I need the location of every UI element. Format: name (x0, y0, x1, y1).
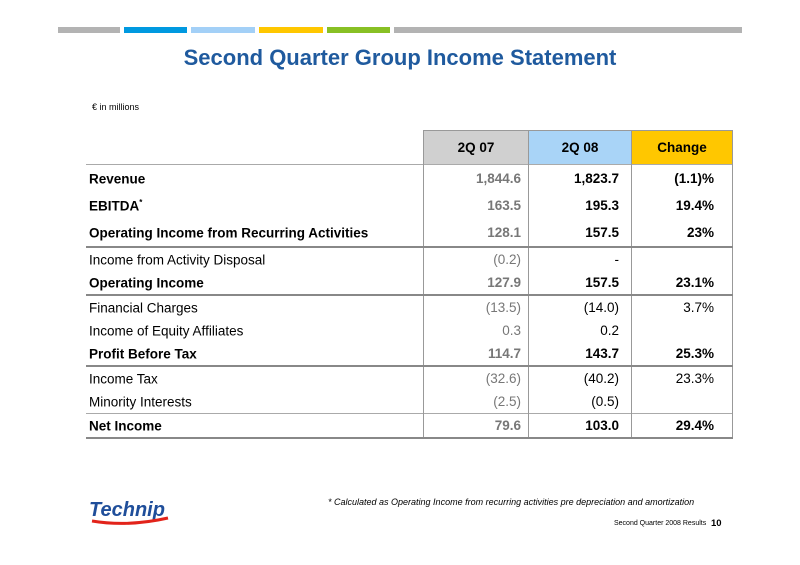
value-change: 3.7% (631, 294, 733, 319)
footer-text: Second Quarter 2008 Results (614, 520, 707, 527)
value-2q08: (14.0) (528, 294, 632, 319)
header-2q07: 2Q 07 (423, 130, 529, 165)
header-blank (86, 131, 424, 165)
value-2q08: 195.3 (528, 192, 632, 219)
value-2q08: 1,823.7 (528, 164, 632, 192)
value-change: 25.3% (631, 342, 733, 366)
footnote: * Calculated as Operating Income from re… (328, 497, 695, 507)
value-change (631, 319, 733, 342)
color-bar-segment (394, 27, 742, 33)
value-change: 23% (631, 219, 733, 247)
color-bar-segment (124, 27, 187, 33)
value-2q07: 0.3 (423, 319, 529, 342)
table-row: Minority Interests (2.5) (0.5) (86, 390, 733, 414)
value-change (631, 390, 733, 414)
table-header-row: 2Q 07 2Q 08 Change (86, 130, 733, 165)
value-2q08: 157.5 (528, 219, 632, 247)
table-row: Income Tax (32.6) (40.2) 23.3% (86, 365, 733, 390)
value-2q08: (40.2) (528, 365, 632, 390)
table-row: Profit Before Tax 114.7 143.7 25.3% (86, 342, 733, 366)
row-label: Net Income (86, 413, 424, 439)
row-label: Profit Before Tax (89, 346, 197, 362)
value-2q07: (2.5) (423, 390, 529, 414)
income-statement-table: 2Q 07 2Q 08 Change Revenue 1,844.6 1,823… (86, 130, 733, 439)
value-2q08: - (528, 246, 632, 271)
row-label: Operating Income (89, 275, 204, 291)
page-number: 10 (711, 518, 722, 529)
table-row: EBITDA* 163.5 195.3 19.4% (86, 192, 733, 219)
row-label: Revenue (86, 164, 424, 192)
row-label: Income from Activity Disposal (86, 246, 424, 271)
row-label: Income of Equity Affiliates (89, 323, 244, 339)
table-row: Operating Income from Recurring Activiti… (86, 219, 733, 247)
row-label: Financial Charges (86, 294, 424, 319)
value-change: 23.1% (631, 271, 733, 295)
value-2q07: 114.7 (423, 342, 529, 366)
value-2q08: 143.7 (528, 342, 632, 366)
color-bar-segment (58, 27, 120, 33)
value-2q08: 103.0 (528, 413, 632, 439)
value-2q08: 157.5 (528, 271, 632, 295)
technip-logo: Technip (88, 494, 172, 533)
logo-swoosh (91, 516, 169, 525)
table-row: Operating Income 127.9 157.5 23.1% (86, 271, 733, 295)
value-2q07: (0.2) (423, 246, 529, 271)
header-2q08: 2Q 08 (528, 130, 632, 165)
table-row: Revenue 1,844.6 1,823.7 (1.1)% (86, 164, 733, 192)
row-label: EBITDA* (89, 197, 143, 214)
color-bar (58, 27, 742, 33)
value-2q08: 0.2 (528, 319, 632, 342)
page-title: Second Quarter Group Income Statement (183, 45, 617, 70)
value-2q08: (0.5) (528, 390, 632, 414)
value-2q07: (32.6) (423, 365, 529, 390)
value-2q07: 1,844.6 (423, 164, 529, 192)
value-change: 23.3% (631, 365, 733, 390)
value-change (631, 246, 733, 271)
value-2q07: (13.5) (423, 294, 529, 319)
technip-logo-graphic: Technip (89, 499, 169, 525)
value-2q07: 127.9 (423, 271, 529, 295)
row-label: Operating Income from Recurring Activiti… (89, 225, 369, 241)
table-row: Financial Charges (13.5) (14.0) 3.7% (86, 294, 733, 319)
row-label: Income Tax (86, 365, 424, 390)
table-row: Income of Equity Affiliates 0.3 0.2 (86, 319, 733, 342)
table-row: Net Income 79.6 103.0 29.4% (86, 413, 733, 439)
units-label: € in millions (92, 102, 140, 112)
technip-logo-text: Technip (89, 499, 165, 521)
value-change: (1.1)% (631, 164, 733, 192)
color-bar-segment (327, 27, 390, 33)
header-change: Change (631, 130, 733, 165)
value-2q07: 128.1 (423, 219, 529, 247)
color-bar-segment (259, 27, 323, 33)
table-row: Income from Activity Disposal (0.2) - (86, 246, 733, 271)
value-2q07: 79.6 (423, 413, 529, 439)
value-change: 29.4% (631, 413, 733, 439)
value-2q07: 163.5 (423, 192, 529, 219)
color-bar-segment (191, 27, 255, 33)
value-change: 19.4% (631, 192, 733, 219)
row-label: Minority Interests (89, 394, 192, 410)
